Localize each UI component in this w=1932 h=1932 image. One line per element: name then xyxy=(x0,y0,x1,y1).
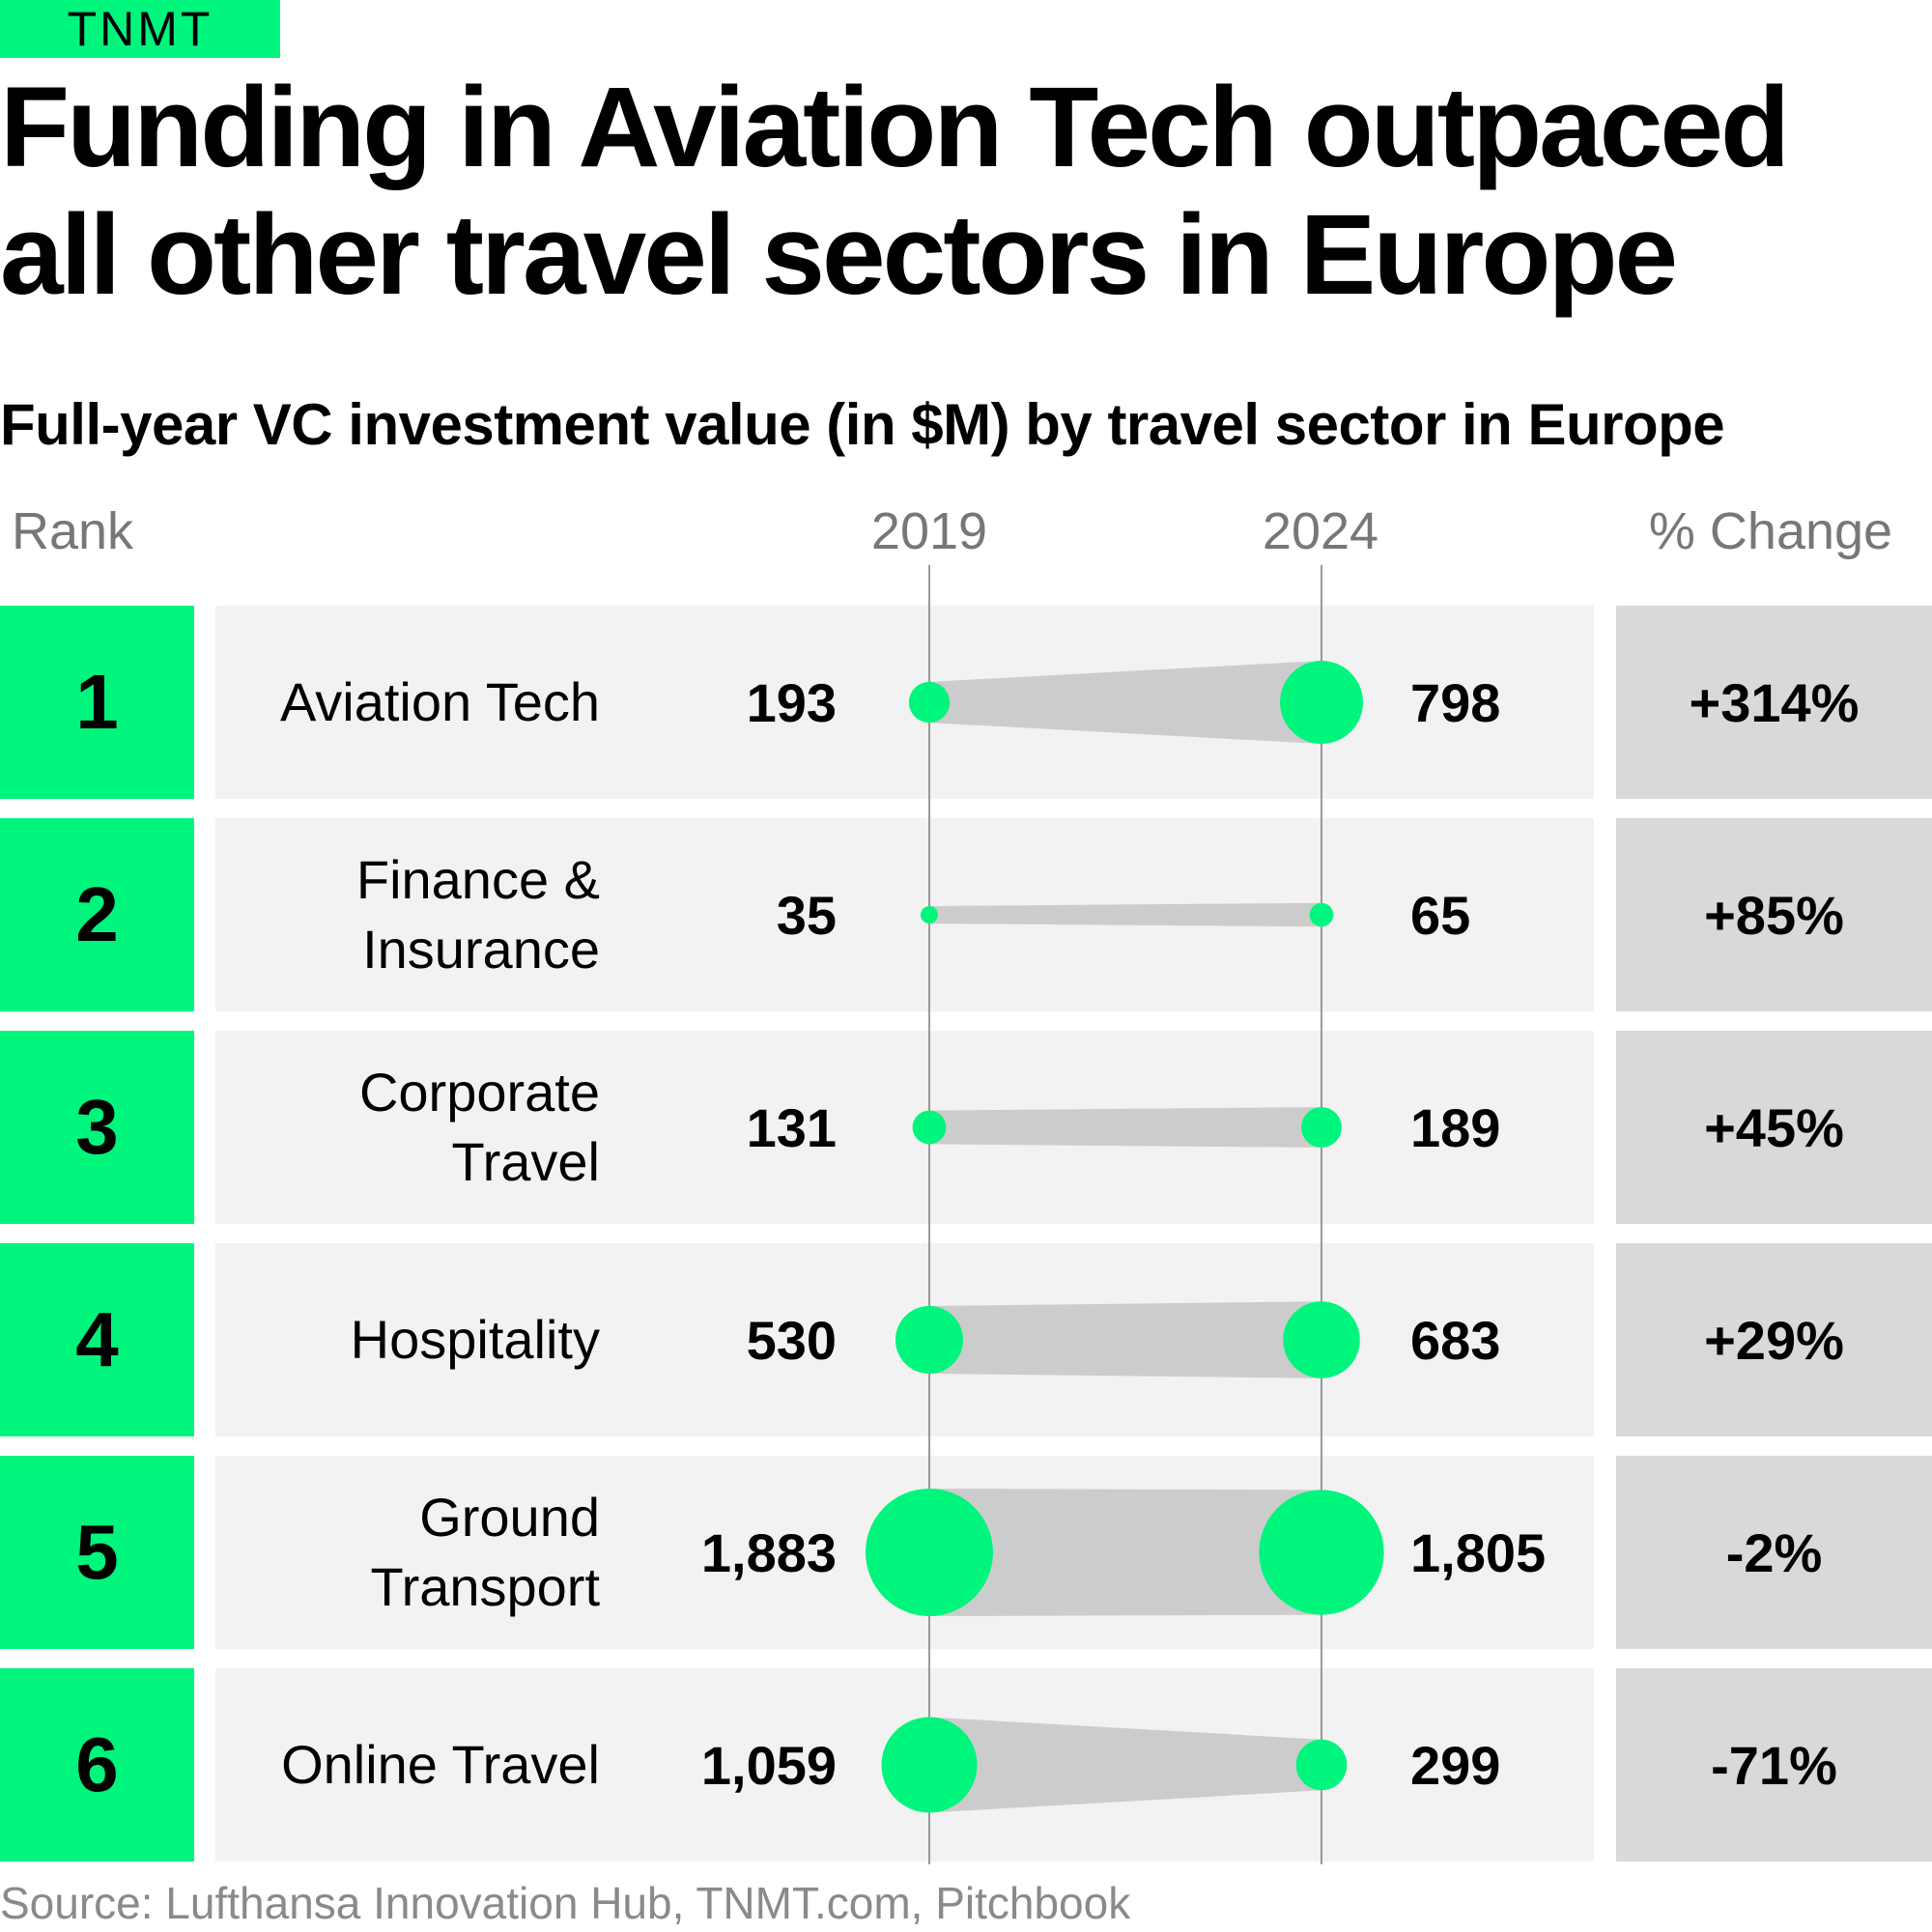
table-row: 4 Hospitality 530 683 +29% xyxy=(0,1243,1932,1436)
year-2019-column-header: 2019 xyxy=(870,502,988,560)
rank-cell: 1 xyxy=(0,606,194,799)
value-2019-label: 1,883 xyxy=(700,1521,837,1583)
value-2019-label: 1,059 xyxy=(700,1734,837,1796)
value-2024-label: 189 xyxy=(1410,1096,1501,1158)
chart-title: Funding in Aviation Tech outpaced all ot… xyxy=(0,64,1790,319)
chart-subtitle: Full-year VC investment value (in $M) by… xyxy=(0,392,1725,457)
rank-cell: 5 xyxy=(0,1456,194,1649)
sector-label: Ground Transport xyxy=(370,1487,600,1617)
value-2019-label: 530 xyxy=(746,1309,837,1371)
percent-change-cell: +45% xyxy=(1616,1031,1932,1224)
sector-label: Aviation Tech xyxy=(279,671,600,732)
table-row: 1 Aviation Tech 193 798 +314% xyxy=(0,606,1932,799)
sector-label: Online Travel xyxy=(281,1734,600,1795)
percent-change-cell: -2% xyxy=(1616,1456,1932,1649)
value-2019-label: 131 xyxy=(746,1096,837,1158)
source-note: Source: Lufthansa Innovation Hub, TNMT.c… xyxy=(0,1878,1131,1928)
value-2024-label: 798 xyxy=(1410,671,1501,733)
sector-label: Corporate Travel xyxy=(358,1062,600,1192)
brand-logo: TNMT xyxy=(0,0,280,58)
value-2019-label: 193 xyxy=(746,671,837,733)
rank-cell: 3 xyxy=(0,1031,194,1224)
rank-cell: 2 xyxy=(0,818,194,1011)
value-2024-label: 1,805 xyxy=(1410,1521,1547,1583)
value-2024-label: 65 xyxy=(1410,884,1471,946)
value-2024-label: 683 xyxy=(1410,1309,1501,1371)
percent-change-cell: +314% xyxy=(1616,606,1932,799)
percent-change-cell: +29% xyxy=(1616,1243,1932,1436)
table-row: 3 Corporate Travel 131 189 +45% xyxy=(0,1031,1932,1224)
table-row: 5 Ground Transport 1,883 1,805 -2% xyxy=(0,1456,1932,1649)
percent-change-cell: -71% xyxy=(1616,1668,1932,1861)
sector-label: Hospitality xyxy=(350,1309,600,1370)
percent-change-cell: +85% xyxy=(1616,818,1932,1011)
table-row: 2 Finance & Insurance 35 65 +85% xyxy=(0,818,1932,1011)
row-background xyxy=(215,1031,1594,1224)
value-2019-label: 35 xyxy=(776,884,837,946)
rank-cell: 6 xyxy=(0,1668,194,1861)
rank-column-header: Rank xyxy=(12,502,134,560)
row-background xyxy=(215,818,1594,1011)
row-background xyxy=(215,606,1594,799)
sector-label: Finance & Insurance xyxy=(355,849,600,980)
year-2024-column-header: 2024 xyxy=(1262,502,1379,560)
change-column-header: % Change xyxy=(1648,502,1893,560)
value-2024-label: 299 xyxy=(1410,1734,1501,1796)
table-row: 6 Online Travel 1,059 299 -71% xyxy=(0,1668,1932,1861)
rank-cell: 4 xyxy=(0,1243,194,1436)
